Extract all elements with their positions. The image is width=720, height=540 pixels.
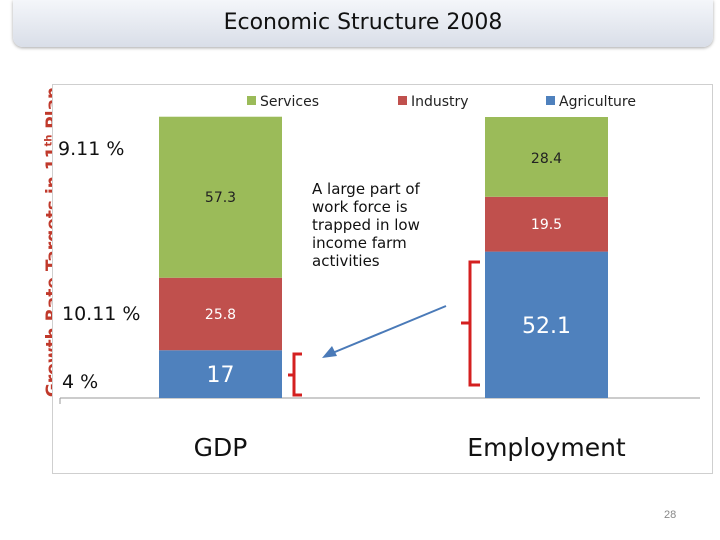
data-label-agriculture-gdp: 17	[207, 363, 235, 388]
data-label-agriculture-employment: 52.1	[522, 314, 571, 339]
category-label-gdp: GDP	[194, 433, 248, 462]
category-label-employment: Employment	[467, 433, 626, 462]
page-number: 28	[664, 509, 677, 521]
bar-services-gdp	[159, 116, 282, 278]
bar-industry-gdp	[159, 277, 282, 351]
data-label-industry-employment: 19.5	[531, 217, 562, 233]
growth-target-industry: 10.11 %	[62, 303, 141, 325]
legend-label-agriculture: Agriculture	[559, 94, 636, 110]
bracket-gdp-agriculture	[288, 352, 302, 397]
page-title: Economic Structure 2008	[223, 10, 503, 35]
data-label-services-employment: 28.4	[531, 151, 562, 167]
callout-arrow-line	[329, 305, 447, 355]
title-bar: Economic Structure 2008	[13, 0, 713, 47]
bracket-employment-agriculture	[461, 260, 480, 387]
bar-agriculture-gdp	[159, 350, 282, 398]
legend-swatch-industry	[398, 96, 407, 105]
growth-target-services: 9.11 %	[58, 138, 125, 160]
legend-label-services: Services	[260, 94, 319, 110]
callout-arrow-head	[322, 346, 337, 358]
callout-text: A large part of work force is trapped in…	[312, 180, 420, 270]
data-label-industry-gdp: 25.8	[205, 307, 236, 323]
legend-swatch-agriculture	[546, 96, 555, 105]
data-label-services-gdp: 57.3	[205, 190, 236, 206]
growth-target-agriculture: 4 %	[62, 371, 99, 393]
legend-label-industry: Industry	[411, 94, 469, 110]
legend-swatch-services	[247, 96, 256, 105]
bar-industry-employment	[485, 196, 608, 252]
bar-services-employment	[485, 117, 608, 197]
bar-agriculture-employment	[485, 251, 608, 398]
